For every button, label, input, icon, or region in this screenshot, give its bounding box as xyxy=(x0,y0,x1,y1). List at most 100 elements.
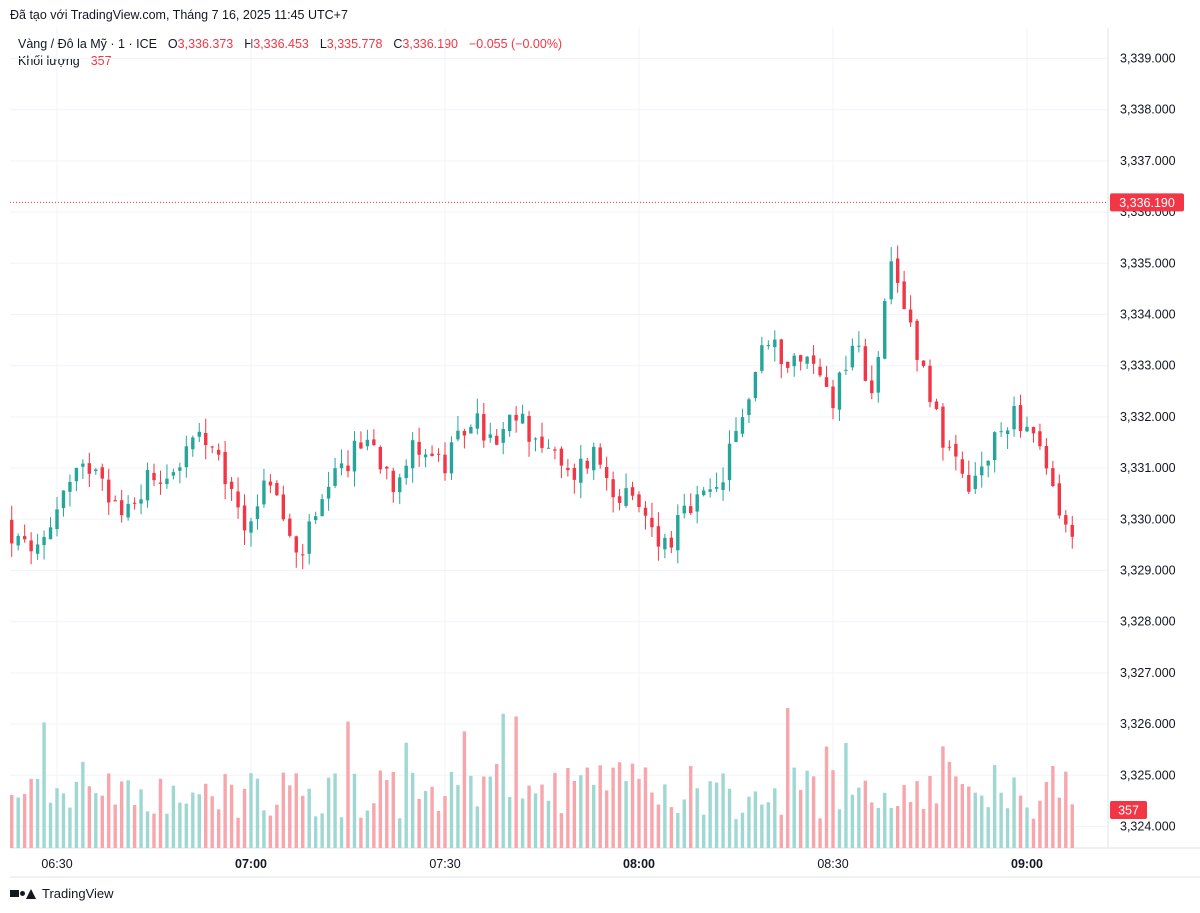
volume-bar xyxy=(883,792,887,848)
candle-body xyxy=(236,491,240,508)
price-tick-label: 3,329.000 xyxy=(1120,564,1176,578)
volume-bar xyxy=(107,773,111,848)
volume-bar xyxy=(960,784,965,848)
volume-bar xyxy=(10,795,14,848)
volume-bar xyxy=(87,786,92,848)
volume-bar xyxy=(204,783,208,848)
volume-bar xyxy=(708,781,712,848)
volume-bar xyxy=(527,785,531,848)
volume-bar xyxy=(805,770,809,848)
volume-bar xyxy=(902,785,906,848)
volume-bar xyxy=(850,794,855,848)
volume-bar xyxy=(1005,808,1010,848)
volume-bar xyxy=(786,708,790,848)
volume-bar xyxy=(630,763,635,848)
candle-body xyxy=(197,431,201,437)
candle-body xyxy=(87,463,92,474)
volume-bar xyxy=(178,802,182,848)
candle-body xyxy=(811,355,816,364)
volume-bar xyxy=(359,817,363,848)
volume-bar xyxy=(307,788,311,848)
volume-bar xyxy=(255,778,260,848)
candle-body xyxy=(792,355,796,367)
price-tick-label: 3,327.000 xyxy=(1120,666,1176,680)
volume-bar xyxy=(837,809,842,848)
candle-body xyxy=(100,467,104,479)
volume-bar xyxy=(650,792,654,848)
candle-body xyxy=(617,496,622,503)
volume-bar xyxy=(29,778,33,848)
candle-body xyxy=(1031,427,1036,434)
volume-bar xyxy=(443,795,447,848)
candle-body xyxy=(288,518,292,536)
price-tick-label: 3,337.000 xyxy=(1120,154,1176,168)
candle-body xyxy=(10,519,14,544)
candle-body xyxy=(805,356,809,364)
price-tick-label: 3,328.000 xyxy=(1120,615,1176,629)
volume-bar xyxy=(449,771,454,848)
volume-bar xyxy=(288,785,292,848)
candle-body xyxy=(643,507,648,516)
candle-body xyxy=(326,486,331,499)
candle-body xyxy=(294,536,298,553)
candle-body xyxy=(947,446,952,448)
volume-bar xyxy=(870,802,874,848)
last-volume-badge xyxy=(1110,801,1147,819)
volume-bar xyxy=(863,780,868,848)
candle-body xyxy=(229,481,234,489)
volume-bar xyxy=(637,778,641,848)
candle-body xyxy=(915,320,919,360)
candle-body xyxy=(701,490,706,496)
candle-body xyxy=(262,480,266,505)
candle-body xyxy=(1038,431,1042,447)
candle-body xyxy=(16,535,20,546)
candle-body xyxy=(908,309,913,323)
volume-bar xyxy=(598,765,602,848)
high-label: H xyxy=(244,37,254,51)
volume-bar xyxy=(579,775,583,848)
volume-bar xyxy=(191,792,195,848)
candle-body xyxy=(443,454,447,474)
volume-bar xyxy=(986,807,990,848)
volume-bar xyxy=(676,813,680,848)
candle-body xyxy=(837,372,842,410)
candle-body xyxy=(391,470,395,493)
candle-body xyxy=(74,467,79,482)
volume-bar xyxy=(126,780,130,848)
candle-body xyxy=(313,516,318,521)
tradingview-logo-icon xyxy=(10,888,36,899)
candle-body xyxy=(650,517,654,528)
change-value: −0.055 (−0.00%) xyxy=(468,37,563,51)
volume-bar xyxy=(1025,807,1029,848)
candle-body xyxy=(986,460,990,466)
candle-body xyxy=(753,371,758,399)
volume-bar xyxy=(553,772,557,848)
volume-bar xyxy=(333,773,337,848)
volume-bar xyxy=(921,808,926,848)
volume-bar xyxy=(973,792,977,848)
symbol-name[interactable]: Vàng / Đô la Mỹ · 1 · ICE xyxy=(18,37,157,51)
volume-bar xyxy=(249,773,253,848)
time-tick-label: 08:30 xyxy=(817,857,848,871)
volume-bar xyxy=(223,774,227,848)
candle-body xyxy=(488,434,492,438)
symbol-legend: Vàng / Đô la Mỹ · 1 · ICE O3,336.373 H3,… xyxy=(18,36,562,70)
volume-bar xyxy=(417,798,421,848)
volume-label[interactable]: Khối lượng xyxy=(18,54,80,68)
tradingview-logo[interactable]: TradingView xyxy=(10,886,114,901)
candle-body xyxy=(695,494,699,512)
volume-bar xyxy=(954,776,958,848)
candle-body xyxy=(417,441,421,455)
candle-body xyxy=(456,430,460,440)
volume-row: Khối lượng 357 xyxy=(18,53,562,70)
volume-bar xyxy=(617,762,622,848)
volume-bar xyxy=(152,813,156,848)
volume-bar xyxy=(831,770,835,848)
candle-body xyxy=(773,339,777,348)
volume-bar xyxy=(663,784,667,848)
volume-bar xyxy=(682,799,686,848)
volume-bar xyxy=(604,790,609,848)
volume-bar xyxy=(119,781,124,848)
candle-body xyxy=(520,413,525,424)
